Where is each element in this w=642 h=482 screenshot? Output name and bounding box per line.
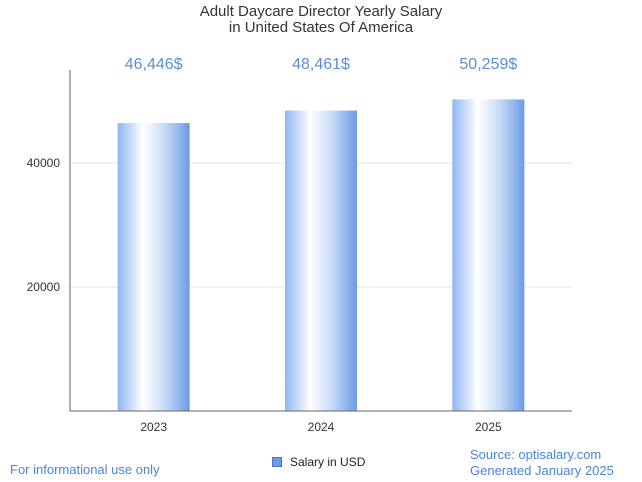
data-label: 46,446$ bbox=[125, 56, 183, 73]
source-text: Source: optisalary.com bbox=[470, 447, 602, 462]
chart-title-line1: Adult Daycare Director Yearly Salary bbox=[199, 3, 443, 20]
bar bbox=[117, 123, 190, 412]
x-tick-label: 2024 bbox=[308, 420, 335, 434]
legend: Salary in USD bbox=[266, 451, 372, 473]
info-note: For informational use only bbox=[10, 462, 160, 477]
legend-swatch bbox=[272, 457, 282, 467]
bars bbox=[117, 99, 525, 412]
legend-label: Salary in USD bbox=[290, 455, 366, 469]
labels: 20000 40000 46,446$ 2023 48,461$ 2024 50,259$ 2… bbox=[27, 56, 518, 434]
bar bbox=[452, 99, 525, 412]
x-tick-label: 2025 bbox=[475, 420, 502, 434]
x-tick-label: 2023 bbox=[140, 420, 167, 434]
generated-text: Generated January 2025 bbox=[470, 463, 614, 478]
bar bbox=[285, 110, 357, 411]
chart-title-line2: in United States Of America bbox=[228, 19, 414, 36]
data-label: 48,461$ bbox=[292, 56, 350, 73]
source-block: Source: optisalary.com Generated January… bbox=[470, 447, 614, 479]
chart-title: Adult Daycare Director Yearly Salary in … bbox=[0, 4, 642, 36]
y-tick-label: 20000 bbox=[27, 280, 61, 294]
axes bbox=[69, 70, 572, 412]
y-tick-label: 40000 bbox=[27, 156, 61, 170]
data-label: 50,259$ bbox=[459, 56, 517, 73]
